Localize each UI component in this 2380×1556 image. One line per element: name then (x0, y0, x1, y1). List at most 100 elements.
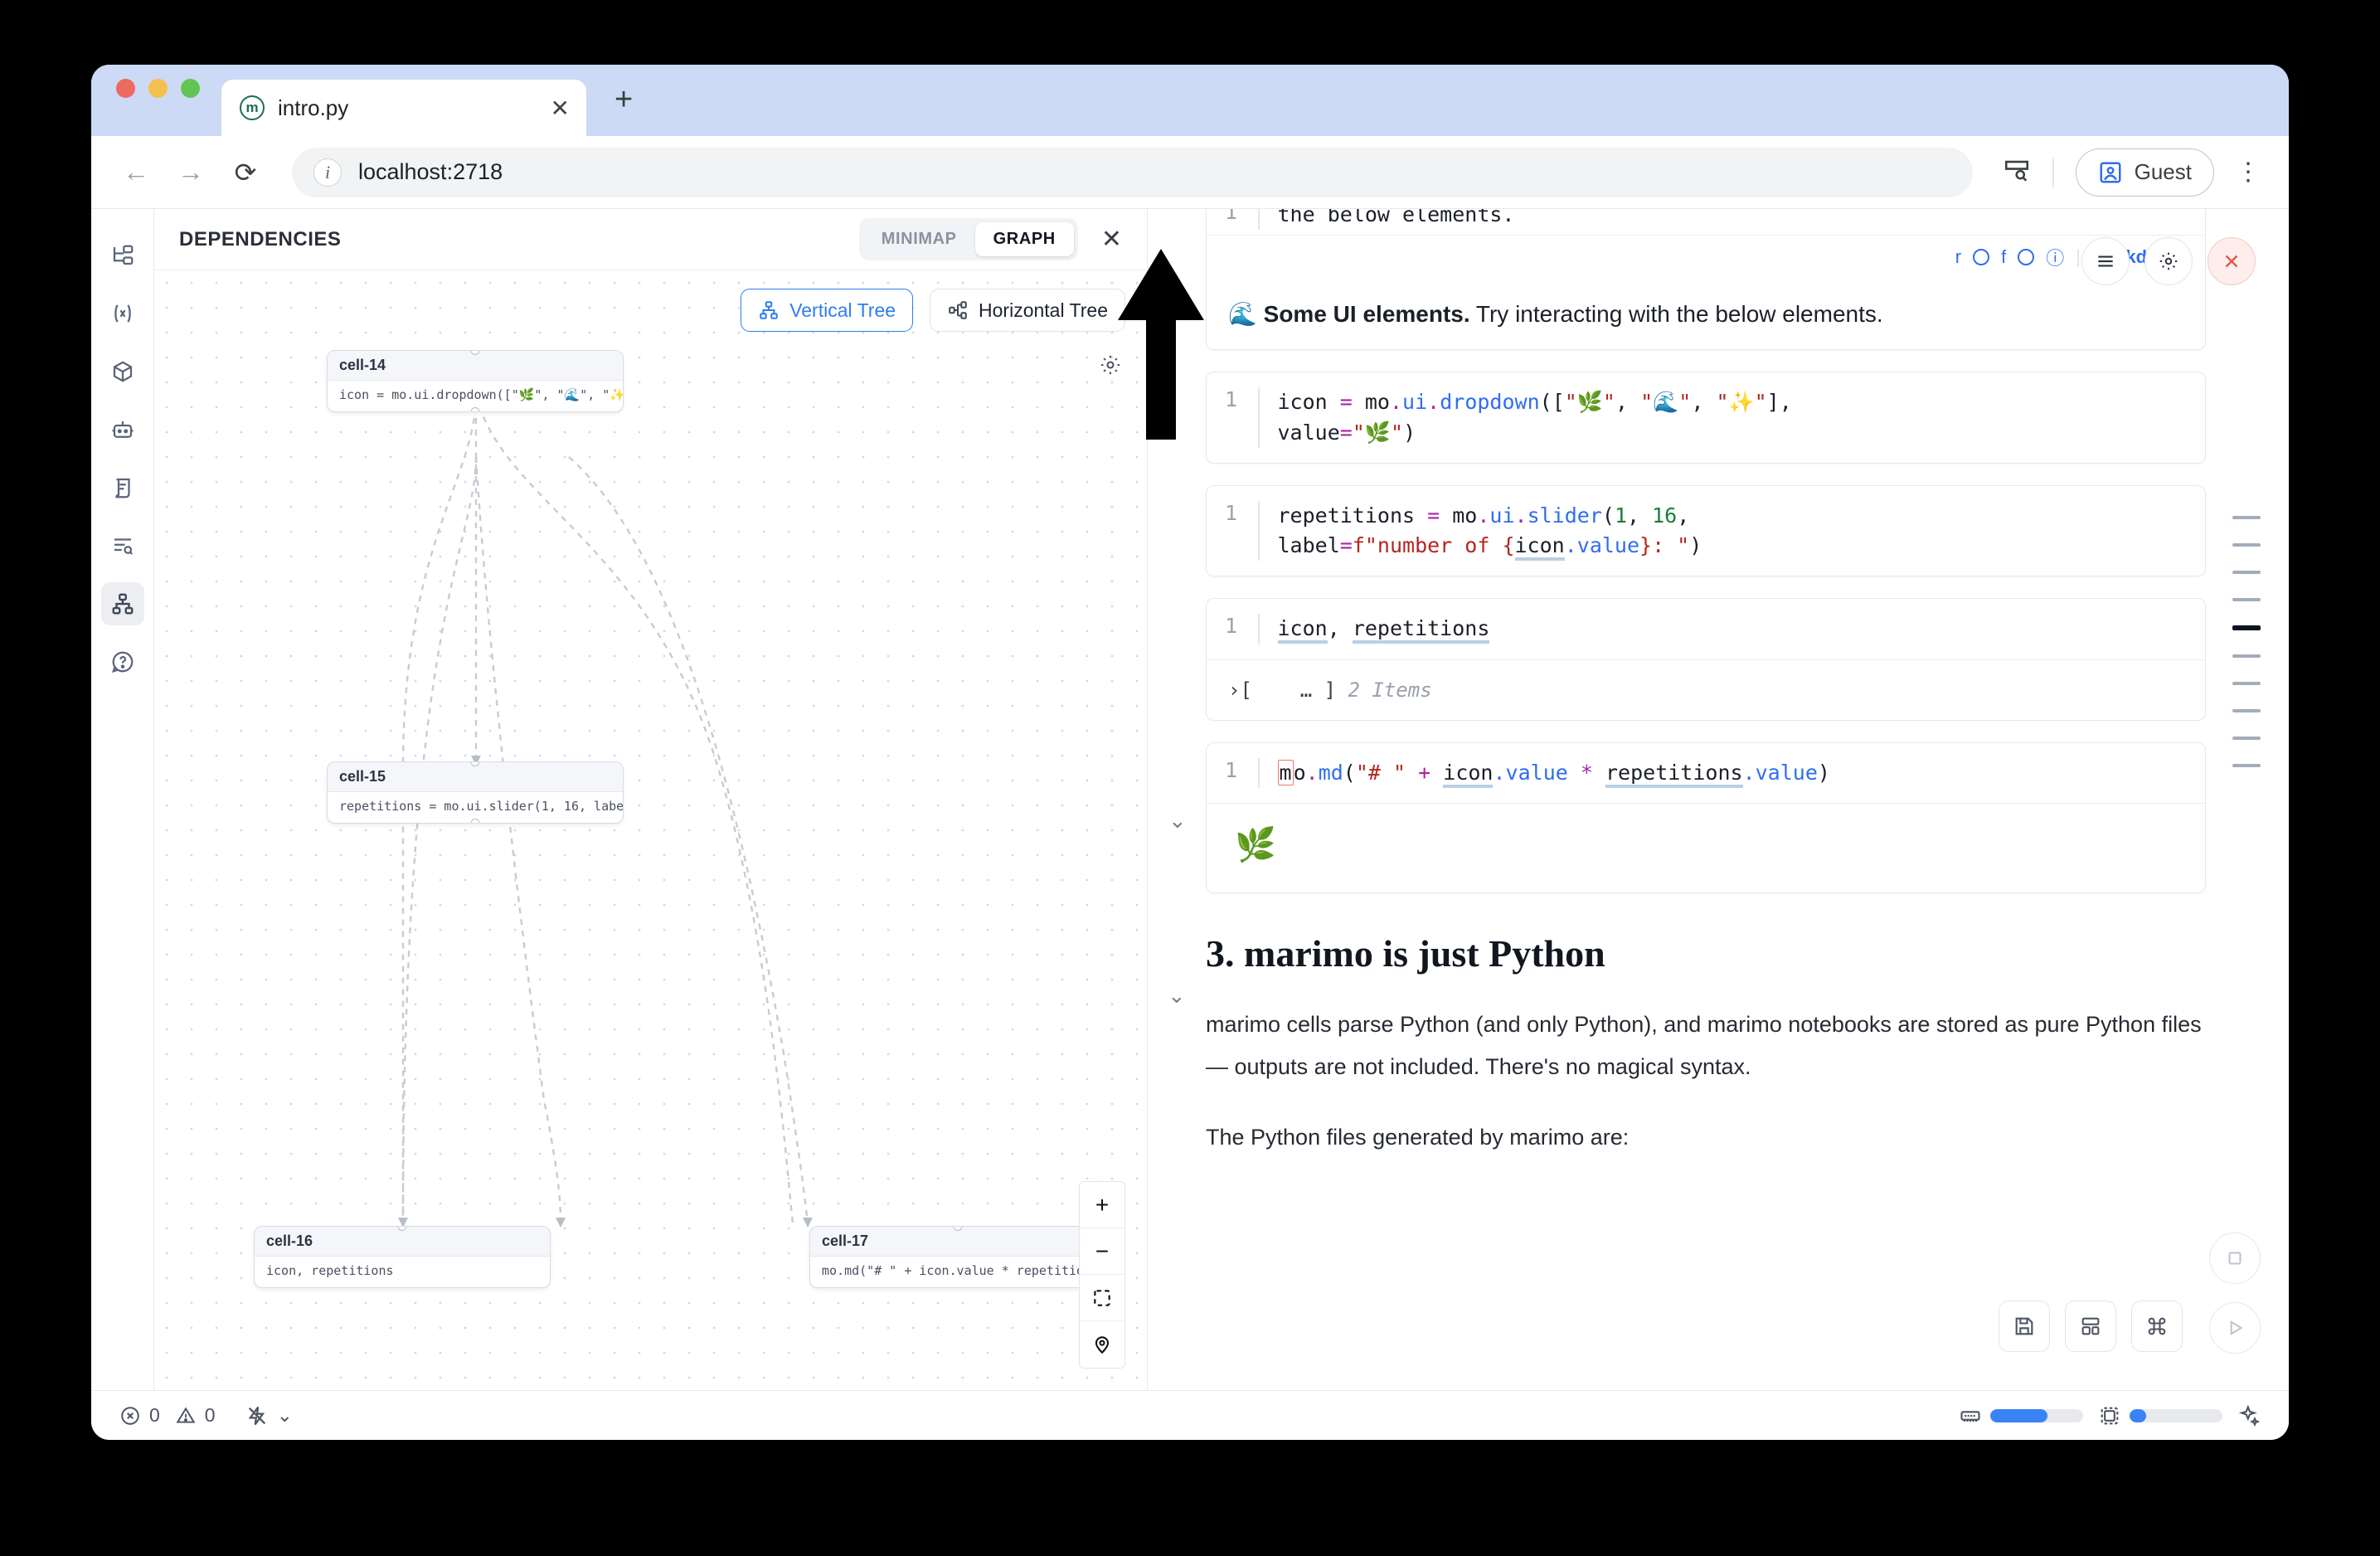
cell-output[interactable]: ›[ … ] 2 Items (1207, 659, 2205, 720)
markdown-output-bold: Some UI elements. (1263, 301, 1470, 328)
code-cell-tuple[interactable]: 1 icon, repetitions ›[ … ] 2 Items (1206, 598, 2206, 721)
cell-code: mo.md("# " + icon.value * repetitions.va… (1277, 758, 1830, 788)
cell-footer: r f ⓘ | markdown (1207, 235, 2205, 279)
save-icon[interactable] (1999, 1301, 2050, 1352)
browser-menu-icon[interactable]: ⋮ (2236, 158, 2261, 186)
dependency-graph-icon[interactable] (100, 582, 144, 625)
outline-search-icon[interactable] (101, 524, 144, 567)
variables-icon[interactable] (101, 292, 144, 335)
warning-status[interactable]: 0 (175, 1404, 216, 1427)
code-cell-slider[interactable]: 1 repetitions = mo.ui.slider(1, 16, labe… (1206, 484, 2206, 577)
ai-assistant-icon[interactable] (101, 408, 144, 451)
minimap-mark[interactable] (2232, 764, 2261, 767)
line-number: 1 (1225, 500, 1238, 525)
activity-rail (91, 209, 154, 1390)
cell-info-icon[interactable]: ⓘ (2046, 248, 2065, 270)
node-port-bottom (470, 407, 480, 411)
close-panel-icon[interactable]: ✕ (1100, 226, 1122, 253)
marimo-favicon-icon: m (240, 95, 265, 120)
code-cell-md[interactable]: ⌄ 1 mo.md("# " + icon.value * repetition… (1168, 742, 2206, 893)
minimize-window-button[interactable] (148, 78, 168, 98)
packages-icon[interactable] (101, 350, 144, 393)
collapse-chevron-icon[interactable]: ⌄ (1168, 807, 1187, 833)
node-code: icon, repetitions (266, 1263, 394, 1278)
minimap-mark[interactable] (2232, 654, 2261, 658)
tab-minimap[interactable]: MINIMAP (881, 230, 957, 248)
notebook-minimap[interactable] (2232, 516, 2261, 767)
tab-graph[interactable]: GRAPH (974, 222, 1074, 256)
dependencies-panel-header: DEPENDENCIES MINIMAP GRAPH ✕ (154, 209, 1147, 270)
dependencies-panel: DEPENDENCIES MINIMAP GRAPH ✕ Vertical Tr… (154, 209, 1148, 1390)
maximize-window-button[interactable] (181, 78, 200, 98)
graph-node-cell-17[interactable]: cell-17 mo.md("# " + icon.value * repeti… (809, 1226, 1106, 1288)
code-gutter (1258, 500, 1260, 562)
minimap-mark[interactable] (2232, 543, 2261, 547)
autorun-toggle[interactable]: ⌄ (245, 1404, 293, 1427)
graph-node-cell-16[interactable]: cell-16 icon, repetitions (254, 1226, 551, 1288)
vertical-tree-button[interactable]: Vertical Tree (741, 289, 914, 332)
format-shortcut-label: f (2001, 246, 2007, 268)
format-toggle-icon[interactable] (2018, 249, 2035, 266)
sparkles-icon[interactable] (2237, 1404, 2261, 1427)
graph-settings-icon[interactable] (1099, 353, 1122, 381)
graph-canvas[interactable]: Vertical Tree Horizontal Tree (154, 270, 1147, 1390)
status-bar: 0 0 ⌄ (91, 1390, 2289, 1440)
scratchpad-icon[interactable] (101, 466, 144, 509)
node-code: mo.md("# " + icon.value * repetitions.va… (822, 1263, 1105, 1278)
reading-list-icon[interactable] (2003, 156, 2031, 188)
vertical-tree-label: Vertical Tree (789, 299, 896, 321)
horizontal-tree-button[interactable]: Horizontal Tree (930, 289, 1125, 332)
minimap-mark-current[interactable] (2232, 625, 2261, 630)
view-mode-toggle: MINIMAP GRAPH (858, 218, 1078, 260)
markdown-cell[interactable]: 1 the below elements. r f ⓘ | markdown (1206, 209, 2206, 351)
stop-icon[interactable] (2209, 1233, 2261, 1284)
graph-node-cell-15[interactable]: cell-15 repetitions = mo.ui.slider(1, 16… (327, 761, 624, 824)
site-info-icon[interactable]: i (313, 158, 342, 187)
layout-icon[interactable] (2065, 1301, 2116, 1352)
profile-button[interactable]: Guest (2075, 148, 2214, 197)
file-explorer-icon[interactable] (101, 234, 144, 277)
forward-icon[interactable]: → (177, 157, 204, 187)
minimap-mark[interactable] (2232, 571, 2261, 574)
run-toggle-icon[interactable] (1973, 249, 1990, 266)
locate-icon[interactable] (1080, 1321, 1124, 1368)
close-window-button[interactable] (116, 78, 135, 98)
browser-tab[interactable]: m intro.py ✕ (221, 80, 586, 136)
minimap-mark[interactable] (2232, 598, 2261, 601)
fit-view-icon[interactable] (1080, 1275, 1124, 1321)
minimap-mark[interactable] (2232, 682, 2261, 685)
settings-icon[interactable] (2144, 237, 2193, 285)
back-icon[interactable]: ← (123, 157, 149, 187)
notebook-pane[interactable]: 1 the below elements. r f ⓘ | markdown (1148, 209, 2289, 1390)
help-icon[interactable] (101, 640, 144, 683)
code-gutter (1258, 614, 1260, 644)
graph-node-cell-14[interactable]: cell-14 icon = mo.ui.dropdown(["🌿", "🌊",… (327, 350, 624, 412)
section-paragraph: marimo cells parse Python (and only Pyth… (1206, 1011, 2202, 1080)
delete-icon[interactable] (2208, 237, 2256, 285)
minimap-mark[interactable] (2232, 516, 2261, 519)
zoom-in-icon[interactable]: + (1080, 1182, 1124, 1228)
minimap-mark[interactable] (2232, 737, 2261, 740)
autorun-chevron-icon[interactable]: ⌄ (276, 1404, 293, 1426)
collapsed-output[interactable]: ›[ … ] 2 Items (1228, 678, 1432, 702)
command-palette-icon[interactable] (2131, 1301, 2183, 1352)
minimap-mark[interactable] (2232, 709, 2261, 712)
reload-icon[interactable]: ⟳ (234, 157, 257, 187)
section-collapse-chevron-icon[interactable]: ⌄ (1168, 982, 1186, 1008)
tab-title: intro.py (278, 95, 349, 120)
cell-code: the below elements. (1277, 209, 1515, 226)
error-status[interactable]: 0 (119, 1404, 160, 1427)
notebook-scroll: 1 the below elements. r f ⓘ | markdown (1148, 209, 2289, 1160)
address-bar[interactable]: i localhost:2718 (292, 147, 1974, 197)
new-tab-button[interactable]: + (614, 82, 634, 117)
run-icon[interactable] (2209, 1302, 2261, 1354)
tab-close-icon[interactable]: ✕ (550, 95, 570, 121)
browser-toolbar: ← → ⟳ i localhost:2718 Guest ⋮ (91, 136, 2289, 209)
menu-icon[interactable] (2081, 237, 2130, 285)
horizontal-tree-label: Horizontal Tree (979, 299, 1108, 321)
line-number: 1 (1225, 614, 1238, 639)
section-heading: 3. marimo is just Python (1206, 931, 1605, 975)
notebook-action-buttons (1999, 1301, 2183, 1352)
code-cell-dropdown[interactable]: 1 icon = mo.ui.dropdown(["🌿", "🌊", "✨"],… (1206, 372, 2206, 464)
zoom-out-icon[interactable]: − (1080, 1228, 1124, 1275)
